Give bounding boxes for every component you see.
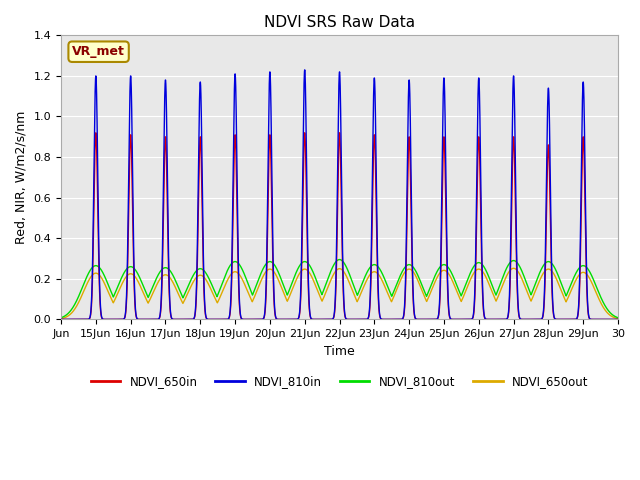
NDVI_810out [614, 315, 622, 321]
NDVI_810out [196, 266, 204, 272]
NDVI_650in [92, 130, 100, 136]
Line: NDVI_810out: NDVI_810out [61, 260, 618, 318]
NDVI_810in [394, 316, 402, 322]
NDVI_810out [456, 290, 464, 296]
NDVI_810out [415, 274, 422, 280]
NDVI_650out [196, 272, 204, 278]
NDVI_650in [57, 316, 65, 322]
NDVI_650in [415, 316, 422, 322]
Text: VR_met: VR_met [72, 45, 125, 58]
Title: NDVI SRS Raw Data: NDVI SRS Raw Data [264, 15, 415, 30]
NDVI_650out [321, 293, 328, 299]
NDVI_650out [415, 279, 422, 285]
NDVI_650out [57, 316, 65, 322]
Line: NDVI_650in: NDVI_650in [61, 133, 618, 319]
NDVI_810in [301, 67, 308, 72]
NDVI_810out [394, 278, 402, 284]
Y-axis label: Red, NIR, W/m2/s/nm: Red, NIR, W/m2/s/nm [15, 111, 28, 244]
NDVI_810in [456, 316, 464, 322]
Line: NDVI_810in: NDVI_810in [61, 70, 618, 319]
NDVI_650in [456, 316, 464, 322]
NDVI_810out [335, 257, 343, 263]
NDVI_810in [321, 316, 328, 322]
X-axis label: Time: Time [324, 345, 355, 358]
NDVI_810in [196, 85, 204, 91]
NDVI_810out [321, 285, 328, 291]
Legend: NDVI_650in, NDVI_810in, NDVI_810out, NDVI_650out: NDVI_650in, NDVI_810in, NDVI_810out, NDV… [86, 371, 593, 393]
NDVI_810in [415, 316, 422, 322]
NDVI_650out [456, 296, 463, 301]
NDVI_650out [614, 316, 622, 322]
NDVI_650in [578, 169, 586, 175]
NDVI_810out [57, 315, 65, 321]
NDVI_810in [57, 316, 65, 322]
NDVI_650out [394, 284, 402, 289]
NDVI_650in [196, 138, 204, 144]
Line: NDVI_650out: NDVI_650out [61, 268, 618, 319]
NDVI_650in [321, 316, 328, 322]
NDVI_650out [509, 265, 517, 271]
NDVI_650in [614, 316, 622, 322]
NDVI_810in [614, 316, 622, 322]
NDVI_650out [578, 270, 586, 276]
NDVI_650in [394, 316, 402, 322]
NDVI_810out [578, 263, 586, 269]
NDVI_810in [578, 125, 586, 131]
